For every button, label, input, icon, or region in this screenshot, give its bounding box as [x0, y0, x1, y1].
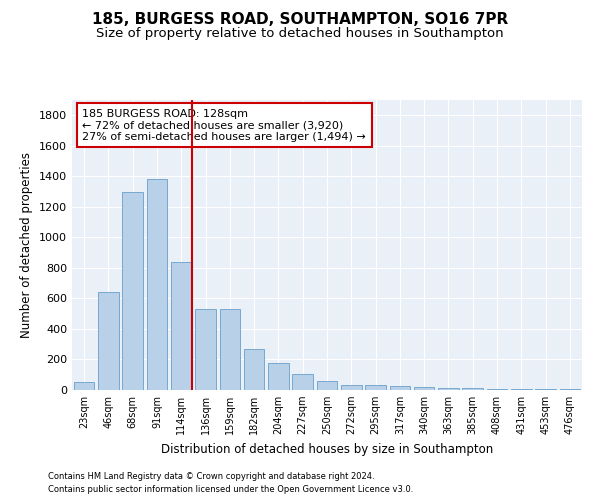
Bar — [438, 388, 459, 390]
Bar — [535, 389, 556, 390]
Text: Size of property relative to detached houses in Southampton: Size of property relative to detached ho… — [96, 28, 504, 40]
Bar — [414, 387, 434, 390]
Bar — [365, 386, 386, 390]
Text: 185, BURGESS ROAD, SOUTHAMPTON, SO16 7PR: 185, BURGESS ROAD, SOUTHAMPTON, SO16 7PR — [92, 12, 508, 28]
Bar — [341, 386, 362, 390]
Bar — [511, 389, 532, 390]
Bar — [122, 192, 143, 390]
Bar — [244, 349, 265, 390]
Bar — [487, 389, 508, 390]
Text: Contains HM Land Registry data © Crown copyright and database right 2024.: Contains HM Land Registry data © Crown c… — [48, 472, 374, 481]
Text: 185 BURGESS ROAD: 128sqm
← 72% of detached houses are smaller (3,920)
27% of sem: 185 BURGESS ROAD: 128sqm ← 72% of detach… — [82, 108, 366, 142]
Bar — [560, 389, 580, 390]
X-axis label: Distribution of detached houses by size in Southampton: Distribution of detached houses by size … — [161, 442, 493, 456]
Bar — [98, 292, 119, 390]
Bar — [268, 362, 289, 390]
Bar — [171, 262, 191, 390]
Bar — [195, 309, 216, 390]
Bar — [317, 381, 337, 390]
Y-axis label: Number of detached properties: Number of detached properties — [20, 152, 34, 338]
Bar — [146, 180, 167, 390]
Bar — [220, 309, 240, 390]
Text: Contains public sector information licensed under the Open Government Licence v3: Contains public sector information licen… — [48, 485, 413, 494]
Bar — [74, 382, 94, 390]
Bar — [389, 386, 410, 390]
Bar — [463, 388, 483, 390]
Bar — [292, 374, 313, 390]
